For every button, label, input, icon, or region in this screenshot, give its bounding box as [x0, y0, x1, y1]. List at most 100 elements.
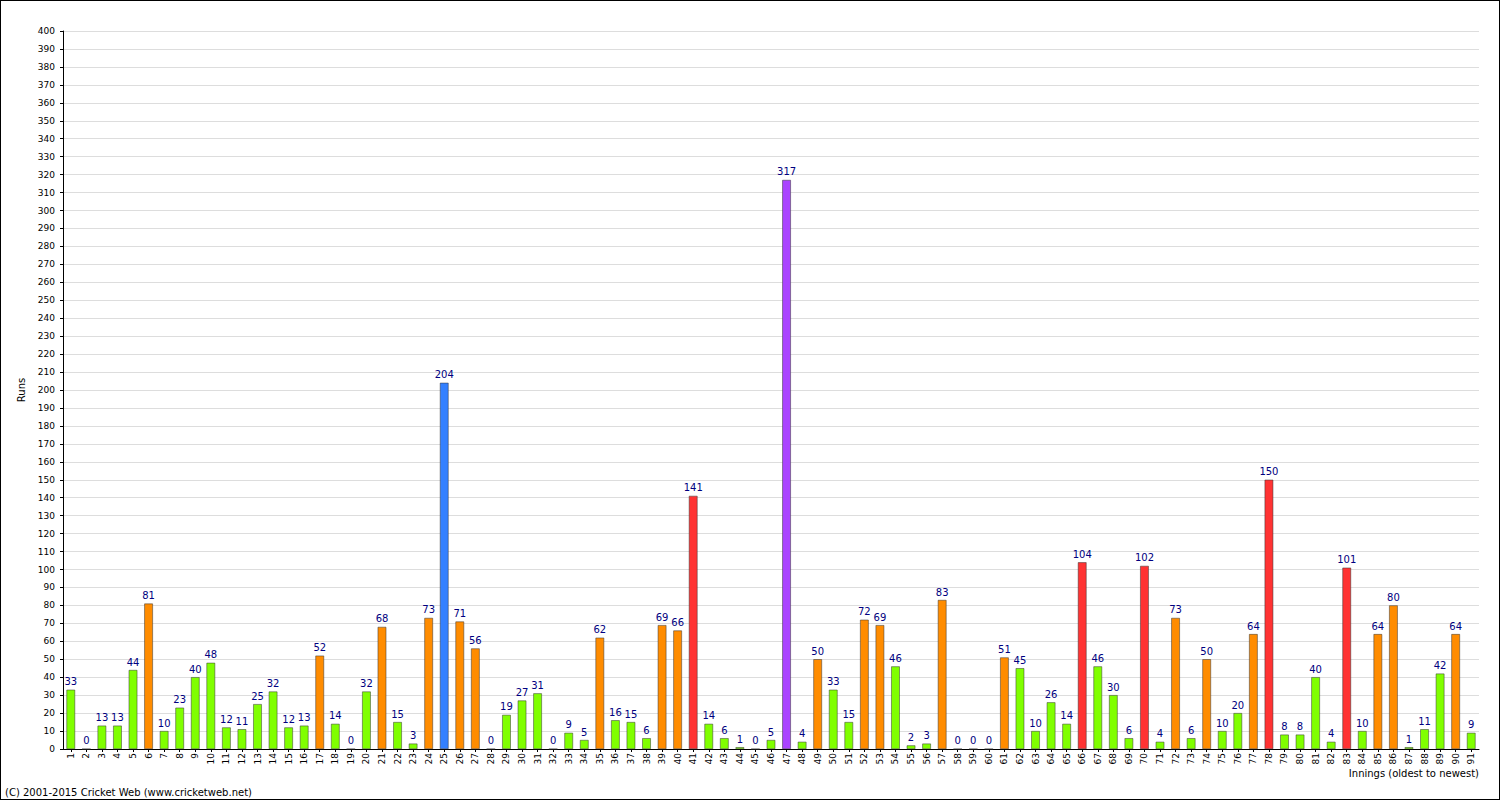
svg-text:64: 64: [1046, 753, 1056, 765]
svg-text:23: 23: [408, 753, 418, 764]
svg-text:240: 240: [38, 313, 55, 323]
svg-text:2: 2: [908, 732, 914, 743]
svg-text:67: 67: [1093, 753, 1103, 764]
svg-text:40: 40: [673, 753, 683, 765]
svg-text:42: 42: [704, 753, 714, 764]
svg-text:260: 260: [38, 277, 55, 287]
svg-text:46: 46: [766, 753, 776, 765]
svg-text:88: 88: [1420, 753, 1430, 765]
svg-text:6: 6: [1126, 725, 1132, 736]
svg-text:56: 56: [469, 635, 482, 646]
svg-text:31: 31: [533, 753, 543, 764]
svg-text:41: 41: [688, 753, 698, 764]
svg-text:141: 141: [684, 482, 703, 493]
svg-text:32: 32: [360, 678, 373, 689]
svg-text:74: 74: [1202, 753, 1212, 765]
svg-text:290: 290: [38, 223, 55, 233]
svg-text:28: 28: [486, 753, 496, 765]
svg-text:69: 69: [874, 612, 887, 623]
svg-text:204: 204: [435, 369, 454, 380]
svg-text:32: 32: [267, 678, 280, 689]
svg-text:31: 31: [531, 680, 544, 691]
svg-text:4: 4: [799, 728, 805, 739]
svg-text:1: 1: [66, 753, 76, 759]
svg-text:0: 0: [752, 735, 758, 746]
svg-text:30: 30: [517, 753, 527, 765]
svg-text:110: 110: [38, 547, 55, 557]
svg-text:Innings (oldest to newest): Innings (oldest to newest): [1349, 768, 1479, 779]
svg-text:58: 58: [953, 753, 963, 765]
svg-text:0: 0: [49, 744, 55, 754]
svg-text:83: 83: [1342, 753, 1352, 764]
svg-text:3: 3: [97, 753, 107, 759]
svg-text:75: 75: [1217, 753, 1227, 764]
svg-text:14: 14: [702, 710, 715, 721]
svg-text:51: 51: [998, 644, 1011, 655]
svg-text:140: 140: [38, 493, 55, 503]
svg-text:6: 6: [144, 753, 154, 759]
svg-text:6: 6: [643, 725, 649, 736]
svg-text:13: 13: [298, 712, 311, 723]
svg-text:12: 12: [282, 714, 295, 725]
svg-text:86: 86: [1388, 753, 1398, 765]
svg-text:280: 280: [38, 241, 55, 251]
svg-text:48: 48: [797, 753, 807, 765]
svg-text:8: 8: [1281, 721, 1287, 732]
svg-text:14: 14: [329, 710, 342, 721]
svg-text:26: 26: [455, 753, 465, 765]
svg-text:30: 30: [44, 690, 56, 700]
svg-text:64: 64: [1371, 621, 1384, 632]
svg-text:76: 76: [1233, 753, 1243, 765]
svg-text:5: 5: [581, 727, 587, 738]
svg-text:69: 69: [656, 612, 669, 623]
svg-text:50: 50: [1200, 646, 1213, 657]
svg-text:320: 320: [38, 170, 55, 180]
svg-text:360: 360: [38, 98, 55, 108]
svg-text:71: 71: [453, 608, 466, 619]
svg-text:47: 47: [782, 753, 792, 764]
svg-text:310: 310: [38, 188, 55, 198]
svg-text:13: 13: [111, 712, 124, 723]
svg-text:25: 25: [439, 753, 449, 764]
svg-text:330: 330: [38, 152, 55, 162]
svg-text:83: 83: [936, 587, 949, 598]
svg-text:68: 68: [376, 613, 389, 624]
svg-text:40: 40: [189, 664, 202, 675]
svg-text:66: 66: [671, 617, 684, 628]
svg-text:50: 50: [44, 654, 56, 664]
svg-text:20: 20: [1231, 700, 1244, 711]
svg-text:1: 1: [1406, 734, 1412, 745]
svg-text:53: 53: [875, 753, 885, 764]
svg-text:11: 11: [236, 716, 249, 727]
svg-text:5: 5: [128, 753, 138, 759]
svg-text:33: 33: [64, 676, 77, 687]
svg-text:73: 73: [1169, 604, 1182, 615]
svg-text:11: 11: [221, 753, 231, 764]
svg-text:17: 17: [315, 753, 325, 764]
svg-text:2: 2: [81, 753, 91, 759]
svg-text:16: 16: [609, 707, 622, 718]
svg-text:55: 55: [906, 753, 916, 764]
svg-text:84: 84: [1357, 753, 1367, 765]
svg-text:15: 15: [284, 753, 294, 764]
svg-text:150: 150: [1259, 466, 1278, 477]
svg-text:29: 29: [501, 753, 511, 765]
svg-text:390: 390: [38, 44, 55, 54]
svg-text:36: 36: [610, 753, 620, 765]
svg-text:20: 20: [361, 753, 371, 765]
svg-text:220: 220: [38, 349, 55, 359]
svg-text:15: 15: [625, 709, 638, 720]
svg-text:32: 32: [548, 753, 558, 764]
svg-text:34: 34: [579, 753, 589, 765]
svg-text:10: 10: [158, 718, 171, 729]
svg-text:13: 13: [253, 753, 263, 764]
svg-text:4: 4: [1157, 728, 1163, 739]
svg-text:49: 49: [813, 753, 823, 765]
svg-text:87: 87: [1404, 753, 1414, 764]
svg-text:0: 0: [348, 735, 354, 746]
svg-text:70: 70: [1139, 753, 1149, 765]
svg-text:3: 3: [410, 730, 416, 741]
svg-text:56: 56: [922, 753, 932, 765]
svg-text:190: 190: [38, 403, 55, 413]
svg-text:45: 45: [750, 753, 760, 764]
